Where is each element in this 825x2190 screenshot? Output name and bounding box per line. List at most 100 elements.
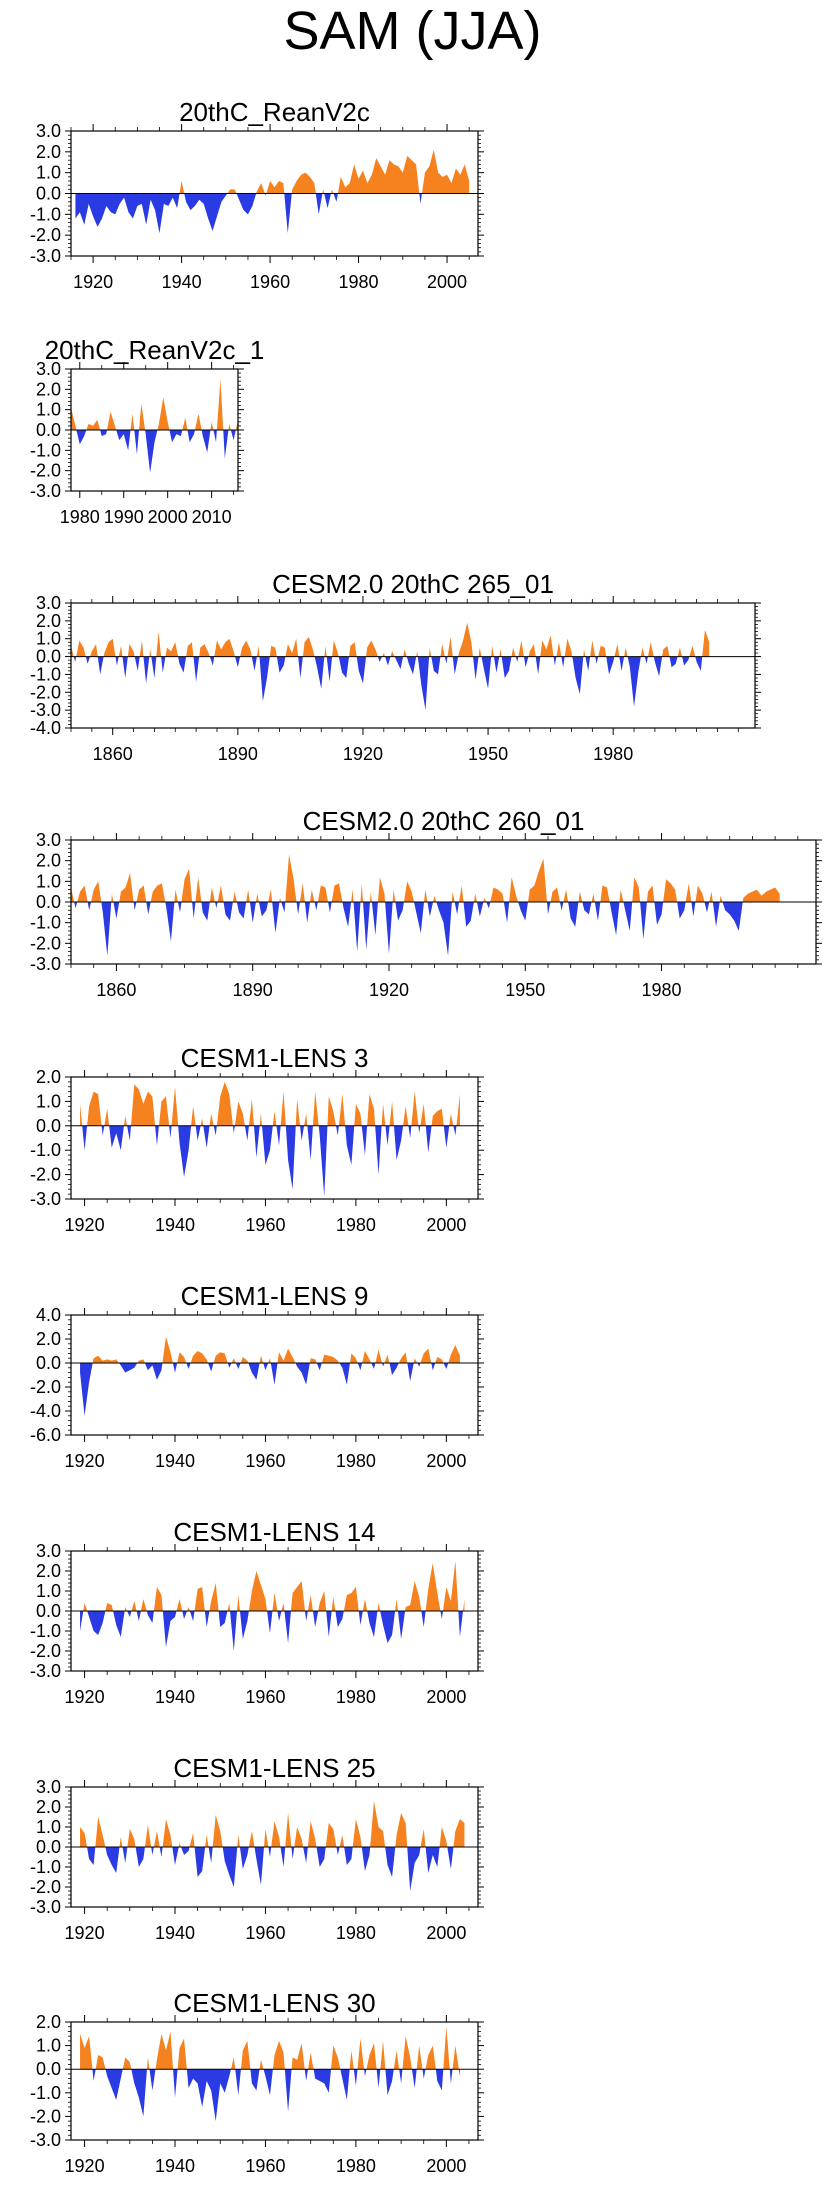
- y-tick-label: -2.0: [30, 1377, 61, 1397]
- y-tick-label: -2.0: [30, 1641, 61, 1661]
- negative-area: [82, 1125, 457, 1197]
- negative-area: [73, 656, 703, 711]
- x-tick-label: 1920: [369, 980, 409, 1000]
- y-tick-label: -1.0: [30, 204, 61, 224]
- negative-area: [71, 902, 780, 956]
- x-tick-label: 1980: [336, 2156, 376, 2176]
- y-tick-label: 0.0: [36, 2059, 61, 2079]
- y-tick-label: -2.0: [30, 1877, 61, 1897]
- x-tick-label: 2000: [426, 1923, 466, 1943]
- x-tick-label: 1960: [250, 272, 290, 292]
- positive-area: [75, 149, 470, 194]
- positive-area: [71, 622, 710, 657]
- y-tick-label: 3.0: [36, 359, 61, 379]
- plot-frame: [70, 2021, 479, 2141]
- positive-area: [80, 1081, 460, 1126]
- x-tick-label: 1920: [65, 1451, 105, 1471]
- y-tick-label: 3.0: [36, 1541, 61, 1561]
- y-tick-label: -1.0: [30, 1140, 61, 1160]
- panel-title: 20thC_ReanV2c: [179, 97, 370, 127]
- y-tick-label: -2.0: [30, 461, 61, 481]
- panel-title: CESM1-LENS 14: [173, 1517, 375, 1547]
- y-tick-label: 1.0: [36, 400, 61, 420]
- y-tick-label: 1.0: [36, 629, 61, 649]
- negative-area: [80, 1363, 460, 1416]
- x-tick-label: 1920: [65, 1215, 105, 1235]
- x-tick-label: 1980: [336, 1923, 376, 1943]
- panel-title: CESM1-LENS 25: [173, 1753, 375, 1783]
- y-tick-label: -1.0: [30, 913, 61, 933]
- panel-title: CESM2.0 20thC 265_01: [272, 569, 554, 599]
- y-tick-label: 1.0: [36, 2036, 61, 2056]
- x-tick-label: 1920: [65, 2156, 105, 2176]
- y-tick-label: -3.0: [30, 1897, 61, 1917]
- x-tick-label: 1920: [65, 1923, 105, 1943]
- x-tick-label: 1940: [155, 2156, 195, 2176]
- y-tick-label: 1.0: [36, 1581, 61, 1601]
- x-tick-label: 1950: [468, 744, 508, 764]
- y-tick-label: 4.0: [36, 1305, 61, 1325]
- x-tick-label: 1890: [218, 744, 258, 764]
- y-tick-label: 2.0: [36, 1329, 61, 1349]
- x-tick-label: 1940: [155, 1215, 195, 1235]
- x-tick-label: 1960: [245, 2156, 285, 2176]
- y-tick-label: 2.0: [36, 1797, 61, 1817]
- x-tick-label: 1920: [65, 1687, 105, 1707]
- y-tick-label: 1.0: [36, 871, 61, 891]
- x-tick-label: 1980: [642, 980, 682, 1000]
- x-tick-label: 1980: [593, 744, 633, 764]
- y-tick-label: 0.0: [36, 1601, 61, 1621]
- y-tick-label: -6.0: [30, 1425, 61, 1445]
- panel-3: CESM2.0 20thC 265_01 3.02.01.00.0-1.0-2.0…: [30, 569, 761, 764]
- panel-title: 20thC_ReanV2c_1: [45, 335, 265, 365]
- positive-area: [80, 1561, 465, 1611]
- y-tick-label: 0.0: [36, 420, 61, 440]
- x-tick-label: 2000: [426, 1687, 466, 1707]
- x-tick-label: 1860: [93, 744, 133, 764]
- x-tick-label: 1940: [155, 1923, 195, 1943]
- x-tick-label: 1860: [96, 980, 136, 1000]
- x-tick-label: 2000: [427, 272, 467, 292]
- y-tick-label: -3.0: [30, 246, 61, 266]
- y-tick-label: 3.0: [36, 593, 61, 613]
- x-tick-label: 1890: [233, 980, 273, 1000]
- x-tick-label: 1960: [245, 1451, 285, 1471]
- negative-area: [80, 1847, 465, 1891]
- positive-area: [71, 854, 780, 902]
- y-tick-label: -2.0: [30, 682, 61, 702]
- positive-area: [80, 1801, 465, 1847]
- x-tick-label: 1960: [245, 1923, 285, 1943]
- x-tick-label: 2000: [426, 1215, 466, 1235]
- x-tick-label: 1960: [245, 1687, 285, 1707]
- x-tick-label: 2000: [426, 1451, 466, 1471]
- y-tick-label: -3.0: [30, 2130, 61, 2150]
- y-tick-label: -2.0: [30, 1165, 61, 1185]
- x-tick-label: 1940: [162, 272, 202, 292]
- panel-2: 20thC_ReanV2c_13.02.01.00.0-1.0-2.0-3.0 1…: [30, 335, 264, 527]
- y-tick-label: 1.0: [36, 163, 61, 183]
- y-tick-label: -2.0: [30, 225, 61, 245]
- x-tick-label: 2000: [426, 2156, 466, 2176]
- y-tick-label: 3.0: [36, 1777, 61, 1797]
- x-tick-label: 1940: [155, 1451, 195, 1471]
- x-tick-label: 1980: [339, 272, 379, 292]
- x-tick-label: 2000: [148, 507, 188, 527]
- y-tick-label: 2.0: [36, 142, 61, 162]
- x-tick-label: 1960: [245, 1215, 285, 1235]
- negative-area: [75, 193, 470, 234]
- negative-area: [80, 2069, 460, 2122]
- y-tick-label: -3.0: [30, 1661, 61, 1681]
- y-tick-label: 3.0: [36, 121, 61, 141]
- panel-title: CESM1-LENS 30: [173, 1988, 375, 2018]
- y-tick-label: 2.0: [36, 379, 61, 399]
- y-tick-label: -1.0: [30, 440, 61, 460]
- y-tick-label: -2.0: [30, 933, 61, 953]
- y-tick-label: 2.0: [36, 611, 61, 631]
- y-tick-label: -3.0: [30, 1189, 61, 1209]
- y-tick-label: 2.0: [36, 1067, 61, 1087]
- panel-4: CESM2.0 20thC 260_01 3.02.01.00.0-1.0-2.0…: [30, 806, 822, 1000]
- x-tick-label: 2010: [192, 507, 232, 527]
